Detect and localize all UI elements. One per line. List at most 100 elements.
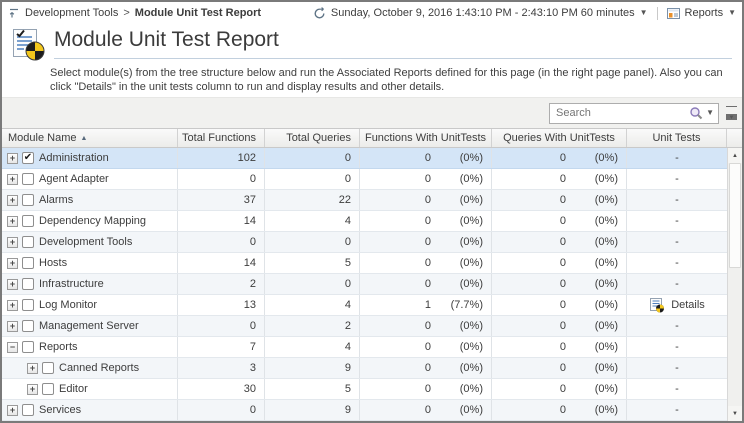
table-row[interactable]: + Editor 30 5 0 (0%) 0 (0%) -: [2, 379, 727, 400]
table-row[interactable]: + Canned Reports 3 9 0 (0%) 0 (0%) -: [2, 358, 727, 379]
module-name: Hosts: [39, 257, 68, 269]
scrollbar-thumb[interactable]: [729, 163, 741, 268]
details-label: Details: [671, 299, 705, 311]
table-row[interactable]: + Services 0 9 0 (0%) 0 (0%) -: [2, 400, 727, 421]
queries-with-unittests-pct: (0%): [594, 152, 618, 164]
column-header-queries-with-unittests[interactable]: Queries With UnitTests: [492, 129, 627, 147]
expand-button[interactable]: +: [7, 194, 18, 206]
unit-tests-value: -: [675, 257, 679, 269]
unit-tests-cell: -: [627, 316, 727, 336]
column-header-total-queries[interactable]: Total Queries: [265, 129, 360, 147]
queries-with-unittests-cell: 0 (0%): [492, 190, 627, 210]
functions-with-unittests-cell: 0 (0%): [360, 337, 492, 357]
queries-with-unittests-cell: 0 (0%): [492, 295, 627, 315]
total-functions-cell: 0: [178, 169, 265, 189]
module-checkbox[interactable]: [22, 215, 34, 227]
module-name-cell: − Reports: [2, 337, 178, 357]
reports-menu-label[interactable]: Reports: [684, 7, 724, 19]
table-row[interactable]: + Agent Adapter 0 0 0 (0%) 0 (0%) -: [2, 169, 727, 190]
expand-button[interactable]: +: [27, 362, 38, 374]
functions-with-unittests-cell: 1 (7.7%): [360, 295, 492, 315]
expand-button[interactable]: +: [7, 278, 18, 290]
module-name: Reports: [39, 341, 78, 353]
queries-with-unittests-pct: (0%): [594, 299, 618, 311]
module-checkbox[interactable]: ✔: [22, 152, 34, 164]
table-row[interactable]: + Dependency Mapping 14 4 0 (0%) 0 (0%) …: [2, 211, 727, 232]
column-header-module-name[interactable]: Module Name ▲: [2, 129, 178, 147]
column-menu-caret-icon: ▼: [728, 114, 735, 121]
table-row[interactable]: + Alarms 37 22 0 (0%) 0 (0%) -: [2, 190, 727, 211]
module-name-cell: + Development Tools: [2, 232, 178, 252]
module-checkbox[interactable]: [22, 236, 34, 248]
functions-with-unittests-value: 0: [424, 215, 431, 227]
table-row[interactable]: − Reports 7 4 0 (0%) 0 (0%) -: [2, 337, 727, 358]
title-underline: Module Unit Test Report: [54, 27, 732, 59]
table-row[interactable]: + Hosts 14 5 0 (0%) 0 (0%) -: [2, 253, 727, 274]
functions-with-unittests-cell: 0 (0%): [360, 253, 492, 273]
queries-with-unittests-cell: 0 (0%): [492, 337, 627, 357]
unit-tests-cell: -: [627, 211, 727, 231]
total-queries-cell: 0: [265, 274, 360, 294]
functions-with-unittests-value: 0: [424, 320, 431, 332]
expand-button[interactable]: +: [7, 404, 18, 416]
reports-caret-icon[interactable]: ▼: [728, 8, 736, 17]
module-name: Log Monitor: [39, 299, 98, 311]
grid-toolbar: ▼ ▼: [2, 97, 742, 128]
functions-with-unittests-cell: 0 (0%): [360, 400, 492, 420]
total-queries-cell: 4: [265, 337, 360, 357]
table-body: + ✔ Administration 102 0 0 (0%) 0 (0%) -: [2, 148, 727, 421]
module-checkbox[interactable]: [42, 383, 54, 395]
vertical-scrollbar[interactable]: ▲ ▼: [727, 148, 742, 421]
reports-icon: [666, 7, 680, 19]
breadcrumb-item-development-tools[interactable]: Development Tools: [25, 7, 119, 19]
column-menu-icon[interactable]: ▼: [726, 105, 737, 121]
module-checkbox[interactable]: [22, 320, 34, 332]
module-checkbox[interactable]: [22, 173, 34, 185]
total-queries-cell: 4: [265, 295, 360, 315]
column-header-unit-tests[interactable]: Unit Tests: [627, 129, 727, 147]
search-input[interactable]: [554, 106, 687, 120]
column-header-module-name-label: Module Name: [8, 132, 77, 144]
functions-with-unittests-cell: 0 (0%): [360, 211, 492, 231]
search-options-caret-icon[interactable]: ▼: [706, 108, 714, 117]
expand-button[interactable]: +: [27, 383, 38, 395]
module-checkbox[interactable]: [42, 362, 54, 374]
module-name: Alarms: [39, 194, 74, 206]
total-functions-cell: 2: [178, 274, 265, 294]
expand-button[interactable]: +: [7, 173, 18, 185]
details-link[interactable]: Details: [649, 297, 705, 313]
table-row[interactable]: + Log Monitor 13 4 1 (7.7%) 0 (0%): [2, 295, 727, 316]
module-checkbox[interactable]: [22, 257, 34, 269]
time-range-caret-icon[interactable]: ▼: [639, 8, 648, 17]
queries-with-unittests-cell: 0 (0%): [492, 169, 627, 189]
sort-ascending-icon: ▲: [80, 134, 88, 142]
functions-with-unittests-value: 0: [424, 404, 431, 416]
table-row[interactable]: + Infrastructure 2 0 0 (0%) 0 (0%) -: [2, 274, 727, 295]
module-checkbox[interactable]: [22, 341, 34, 353]
table-row[interactable]: + ✔ Administration 102 0 0 (0%) 0 (0%) -: [2, 148, 727, 169]
module-checkbox[interactable]: [22, 278, 34, 290]
table-row[interactable]: + Management Server 0 2 0 (0%) 0 (0%) -: [2, 316, 727, 337]
module-checkbox[interactable]: [22, 299, 34, 311]
module-checkbox[interactable]: [22, 404, 34, 416]
expand-button[interactable]: −: [7, 341, 18, 353]
expand-button[interactable]: +: [7, 215, 18, 227]
table-row[interactable]: + Development Tools 0 0 0 (0%) 0 (0%) -: [2, 232, 727, 253]
expand-button[interactable]: +: [7, 299, 18, 311]
search-icon[interactable]: [689, 106, 703, 120]
expand-button[interactable]: +: [7, 257, 18, 269]
scroll-up-icon[interactable]: ▲: [728, 148, 742, 163]
expand-button[interactable]: +: [7, 236, 18, 248]
functions-with-unittests-value: 0: [424, 152, 431, 164]
column-header-functions-with-unittests[interactable]: Functions With UnitTests: [360, 129, 492, 147]
functions-with-unittests-value: 1: [424, 299, 431, 311]
search-box[interactable]: ▼: [549, 102, 719, 124]
time-range-label[interactable]: Sunday, October 9, 2016 1:43:10 PM - 2:4…: [330, 7, 635, 19]
module-checkbox[interactable]: [22, 194, 34, 206]
expand-button[interactable]: +: [7, 152, 18, 164]
scroll-down-icon[interactable]: ▼: [728, 406, 742, 421]
column-header-total-functions[interactable]: Total Functions: [178, 129, 265, 147]
expand-button[interactable]: +: [7, 320, 18, 332]
functions-with-unittests-value: 0: [424, 278, 431, 290]
unit-tests-cell: -: [627, 400, 727, 420]
